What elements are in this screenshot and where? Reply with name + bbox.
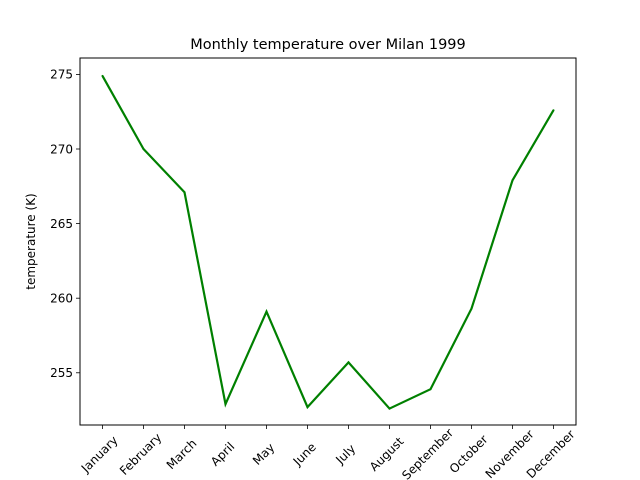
x-tick-label: August	[367, 434, 407, 474]
x-tick-label: July	[332, 442, 358, 468]
data-point	[224, 403, 227, 406]
chart-title: Monthly temperature over Milan 1999	[190, 37, 466, 53]
y-tick-label: 255	[50, 366, 73, 380]
data-point	[511, 179, 514, 182]
series-line	[101, 75, 555, 410]
x-tick-label: June	[290, 440, 319, 469]
data-point	[183, 191, 186, 194]
data-point	[306, 406, 309, 409]
data-point	[347, 361, 350, 364]
x-tick-label: February	[117, 430, 165, 478]
data-point	[142, 148, 145, 151]
data-point	[101, 74, 104, 77]
x-tick-label: April	[208, 440, 237, 469]
x-tick-label: May	[250, 440, 277, 467]
data-point	[470, 307, 473, 310]
x-tick-label: January	[78, 433, 121, 476]
x-tick-label: March	[164, 436, 200, 472]
data-point	[429, 388, 432, 391]
y-tick-label: 275	[50, 68, 73, 82]
x-tick-label: September	[399, 426, 456, 480]
data-point	[265, 310, 268, 313]
data-point	[552, 109, 555, 112]
y-tick-label: 270	[50, 142, 73, 156]
y-tick-label: 265	[50, 217, 73, 231]
data-point	[388, 407, 391, 410]
y-tick-label: 260	[50, 291, 73, 305]
series-layer	[101, 74, 555, 410]
plot-frame	[79, 57, 577, 426]
y-axis-label: temperature (K)	[24, 193, 38, 289]
y-axis-ticks: 255 260 265 270 275	[50, 68, 80, 380]
